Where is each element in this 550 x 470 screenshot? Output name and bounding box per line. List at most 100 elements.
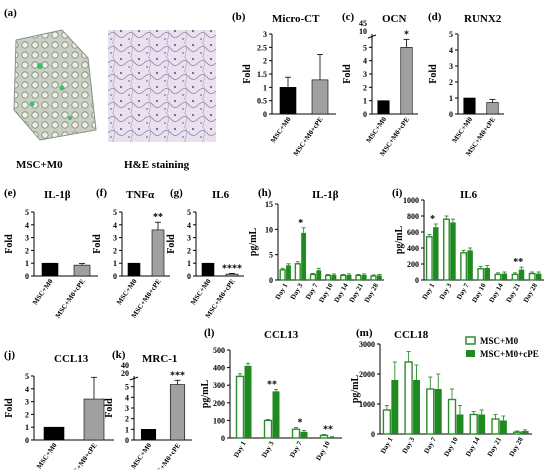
y-tick-label: 3 xyxy=(125,404,129,413)
y-tick-label: 3 xyxy=(449,62,453,71)
y-tick-label: 0 xyxy=(415,276,419,285)
bar-msc-m0-cpe xyxy=(169,384,186,441)
panel-letter: (c) xyxy=(342,11,355,23)
x-tick-label: MSC+M0+cPE xyxy=(54,277,87,319)
x-tick-label: Day 1 xyxy=(274,282,290,301)
x-tick-label: Day 10 xyxy=(442,436,460,458)
x-tick-label: MSC+M0 xyxy=(269,115,293,144)
bar-msc-m0-cpe xyxy=(73,264,91,277)
y-tick-label: 0 xyxy=(25,436,29,445)
y-tick-label: 5 xyxy=(363,43,367,52)
y-tick-label: 0 xyxy=(363,110,367,119)
y-tick-label: 1 xyxy=(125,425,129,434)
y-tick-label-break: 10 xyxy=(359,27,367,36)
y-axis-label: Fold xyxy=(342,64,353,84)
y-tick-label: 0 xyxy=(125,436,129,445)
y-tick-label: 1 xyxy=(25,259,29,268)
significance-marker: ** xyxy=(267,380,277,391)
y-tick-label: 10 xyxy=(265,225,273,234)
panel-letter: (f) xyxy=(96,187,107,199)
y-tick-label: 5 xyxy=(25,208,29,217)
y-tick-label: 2 xyxy=(25,246,29,255)
bar-msc-m0 xyxy=(469,413,478,435)
y-axis-label: Fold xyxy=(4,234,15,254)
chart-title: OCN xyxy=(382,13,407,25)
bar-msc-m0 xyxy=(201,262,215,277)
significance-marker: *** xyxy=(170,370,185,381)
bar-msc-m0 xyxy=(309,273,317,281)
y-tick-label: 4 xyxy=(449,46,453,55)
bar-msc-m0-cpe xyxy=(151,229,165,277)
bar-msc-m0 xyxy=(279,87,297,115)
x-tick-label: Day 3 xyxy=(401,436,417,455)
y-tick-label-break: 20 xyxy=(121,369,129,378)
y-tick-label: 4 xyxy=(125,393,129,402)
x-tick-label: Day 7 xyxy=(288,440,304,459)
y-tick-label: 5 xyxy=(269,251,273,260)
y-axis-label: Fold xyxy=(242,64,253,84)
bar-msc-m0 xyxy=(279,269,286,281)
bar-msc-m0-cpe xyxy=(484,268,490,280)
panel-a: (a) MSC+M0 H&E staining xyxy=(4,7,216,171)
significance-marker: **** xyxy=(222,263,242,274)
x-tick-label: MSC+M0+cPE xyxy=(66,441,99,470)
bar-msc-m0 xyxy=(235,375,245,439)
panel-letter: (k) xyxy=(112,349,126,361)
bar-msc-m0-cpe xyxy=(376,275,382,280)
bar-msc-m0 xyxy=(43,426,65,441)
bar-msc-m0-cpe xyxy=(286,265,291,280)
chart-title: CCL13 xyxy=(54,353,89,365)
y-tick-label: 2 xyxy=(187,246,191,255)
bar-msc-m0 xyxy=(263,419,273,439)
y-axis-label: pg/mL xyxy=(350,375,361,404)
y-tick-label: 3 xyxy=(25,234,29,243)
chart-title: MRC-1 xyxy=(142,353,177,365)
legend: MSC+M0 MSC+M0+cPE xyxy=(465,336,539,359)
y-tick-label: 200 xyxy=(407,260,419,269)
chart-panel-l: (l) CCL13 pg/mL 0 100 200 300 400 500 Day 1 ** Day … xyxy=(200,327,342,462)
bar-msc-m0-cpe xyxy=(486,102,499,115)
bar-msc-m0 xyxy=(512,431,522,435)
bar-msc-m0-cpe xyxy=(244,365,252,438)
y-tick-label: 1 xyxy=(363,97,367,106)
y-tick-label: 2 xyxy=(363,83,367,92)
bar-msc-m0 xyxy=(340,274,347,281)
bar-msc-m0-cpe xyxy=(300,431,308,438)
bar-msc-m0 xyxy=(447,398,457,435)
y-tick-label: 4 xyxy=(25,221,29,230)
x-tick-label: MSC+M0 xyxy=(189,277,213,306)
y-axis-label: Fold xyxy=(92,234,103,254)
bar-msc-m0 xyxy=(404,361,413,435)
chart-title: IL6 xyxy=(212,189,230,201)
y-tick-label: 1 xyxy=(113,259,117,268)
x-tick-label: Day 21 xyxy=(486,436,504,458)
y-tick-label: 0 xyxy=(371,430,375,439)
y-tick-label: 4 xyxy=(113,221,117,230)
y-tick-label: 300 xyxy=(213,381,225,390)
x-tick-label: Day 21 xyxy=(505,282,523,304)
y-tick-label: 2000 xyxy=(359,370,375,379)
y-tick-label: 1000 xyxy=(403,196,419,205)
y-tick-label: 2 xyxy=(449,78,453,87)
y-tick-label: 3 xyxy=(363,70,367,79)
chart-title: RUNX2 xyxy=(464,13,502,25)
y-tick-label: 1 xyxy=(449,94,453,103)
x-tick-label: Day 1 xyxy=(379,436,395,455)
panel-letter: (e) xyxy=(4,187,17,199)
bar-msc-m0 xyxy=(355,274,362,281)
x-tick-label: Day 14 xyxy=(464,436,482,458)
x-tick-label: Day 1 xyxy=(421,282,437,301)
panel-letter: (d) xyxy=(428,11,442,23)
bar-msc-m0 xyxy=(425,236,433,281)
axis-break xyxy=(367,34,377,39)
bar-msc-m0-cpe xyxy=(433,227,439,280)
y-tick-label: 1 xyxy=(263,83,267,92)
x-tick-label: Day 3 xyxy=(260,440,276,459)
y-tick-label: 4 xyxy=(363,57,367,66)
x-tick-label: MSC+M0+cPE xyxy=(149,441,182,470)
y-tick-label: 5 xyxy=(25,372,29,381)
